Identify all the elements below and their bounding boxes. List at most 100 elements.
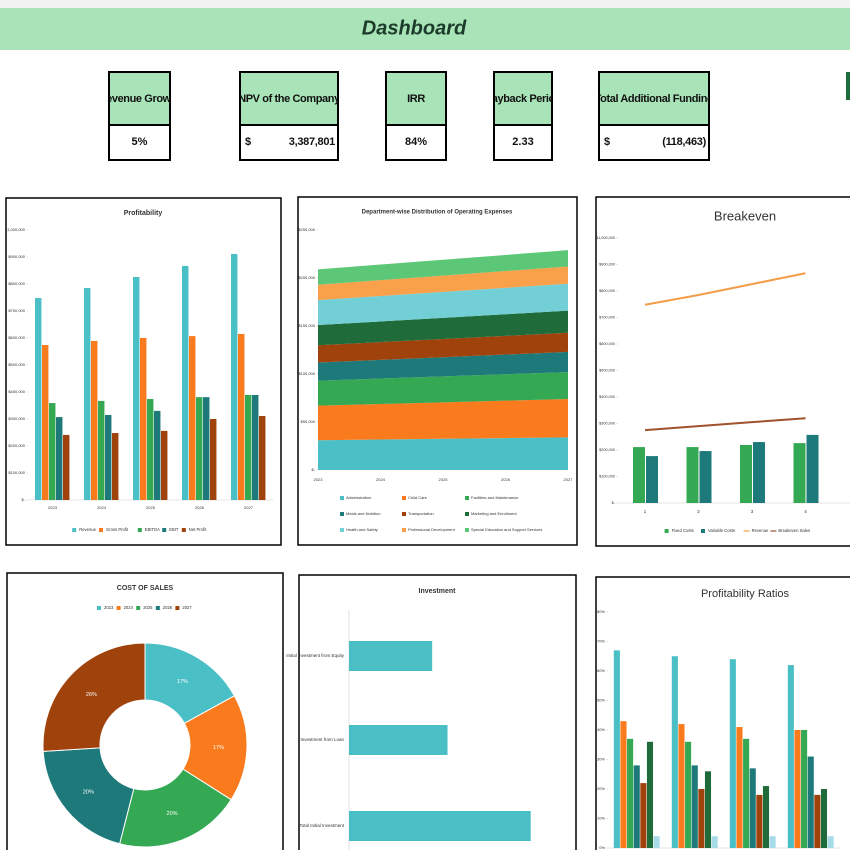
y-tick-label: $100,000 (8, 470, 25, 475)
bar (91, 340, 98, 500)
bar (105, 414, 112, 500)
area (318, 372, 568, 406)
legend-swatch (137, 528, 142, 532)
bar (729, 659, 736, 848)
legend-label: Fixed Costs (672, 528, 694, 533)
bar (749, 768, 756, 848)
line (644, 417, 806, 432)
bar (349, 641, 433, 671)
y-tick-label: $50,000 (301, 419, 316, 424)
y-tick-label: $200,000 (8, 443, 25, 448)
legend-swatch (340, 528, 344, 532)
kpi-header (598, 71, 710, 126)
legend-swatch (465, 512, 469, 516)
x-tick-label: 2023 (48, 505, 58, 510)
kpi-value: 2.33 (512, 136, 533, 148)
legend-swatch (72, 528, 77, 532)
legend-label: Administration (346, 495, 371, 500)
y-tick-label: $700,000 (599, 316, 615, 320)
y-tick-label: 10% (597, 816, 605, 821)
legend-label: Breakeven Sales (778, 528, 810, 533)
side-block (846, 72, 850, 100)
sheet-strip (0, 0, 850, 8)
y-tick-label: $400,000 (599, 395, 615, 399)
donut-slice (119, 768, 232, 848)
bar (699, 451, 712, 503)
y-tick-label: 70% (597, 639, 605, 644)
bar (678, 724, 685, 848)
legend-label: Net Profit (189, 527, 207, 532)
area (318, 310, 568, 346)
bar (613, 650, 620, 848)
legend-label: 2026 (163, 605, 173, 610)
y-tick-label: 60% (597, 668, 605, 673)
legend-label: Meals and Nutrition (346, 511, 380, 516)
chart-title: Profitability Ratios (701, 588, 790, 600)
x-tick-label: 2026 (195, 505, 205, 510)
category-label: Investment from Loan (300, 737, 344, 742)
kpi-value-box (385, 124, 447, 161)
legend-swatch (402, 512, 406, 516)
donut-slice (42, 642, 146, 752)
x-tick-label: 2025 (146, 505, 156, 510)
y-tick-label: $400,000 (8, 389, 25, 394)
y-tick-label: $800,000 (8, 281, 25, 286)
bar (640, 783, 647, 848)
chart-panel (298, 574, 577, 850)
legend-swatch (175, 606, 180, 610)
kpi-value: 3,387,801 (289, 136, 335, 148)
x-tick-label: 1 (644, 509, 647, 514)
kpi-value: (118,463) (662, 136, 706, 148)
area (318, 250, 568, 285)
bar (753, 442, 765, 503)
x-tick-label: 2024 (376, 477, 386, 482)
bar (653, 836, 660, 848)
y-tick-label: 20% (597, 786, 605, 791)
chart-title: COST OF SALES (117, 585, 174, 592)
legend-label: 2024 (124, 605, 134, 610)
y-tick-label: $300,000 (599, 422, 615, 426)
bar (704, 771, 712, 848)
legend-label: Professional Development (408, 527, 456, 532)
legend-label: Variable Costs (708, 528, 735, 533)
x-tick-label: 2027 (564, 477, 574, 482)
bar (140, 338, 147, 500)
kpi-label: Payback Period (485, 93, 561, 105)
bar (161, 430, 168, 500)
dashboard-title: Dashboard (362, 17, 467, 39)
kpi-label: IRR (407, 93, 425, 105)
legend-swatch (465, 496, 469, 500)
bar (807, 756, 814, 848)
category-label: Initial Investment from Equity (286, 653, 345, 658)
category-label: Total Initial Investment (299, 823, 344, 828)
chart-title: Investment (419, 588, 457, 595)
y-tick-label: $800,000 (599, 289, 615, 293)
kpi-header (239, 71, 339, 126)
bar (711, 836, 718, 848)
legend-swatch (402, 496, 406, 500)
bar (787, 665, 794, 848)
slice-label: 17% (213, 745, 224, 751)
bar (154, 410, 161, 500)
bar (147, 399, 154, 500)
legend-label: Revenue (79, 527, 96, 532)
slice-label: 17% (177, 679, 188, 685)
bar (794, 730, 801, 848)
bar (756, 794, 763, 848)
y-tick-label: $1,000,000 (596, 236, 615, 240)
bar (685, 741, 692, 848)
kpi-value-box (493, 124, 553, 161)
y-tick-label: 30% (597, 757, 605, 762)
bar (801, 730, 808, 848)
kpi-header (108, 71, 171, 126)
bar (793, 443, 806, 503)
bar (210, 419, 217, 500)
area (318, 351, 568, 381)
y-tick-label: $- (21, 497, 25, 502)
slice-label: 20% (167, 811, 178, 817)
bar (231, 254, 238, 500)
x-tick-label: 2 (697, 509, 700, 514)
chart-title: Department-wise Distribution of Operatin… (362, 210, 513, 216)
